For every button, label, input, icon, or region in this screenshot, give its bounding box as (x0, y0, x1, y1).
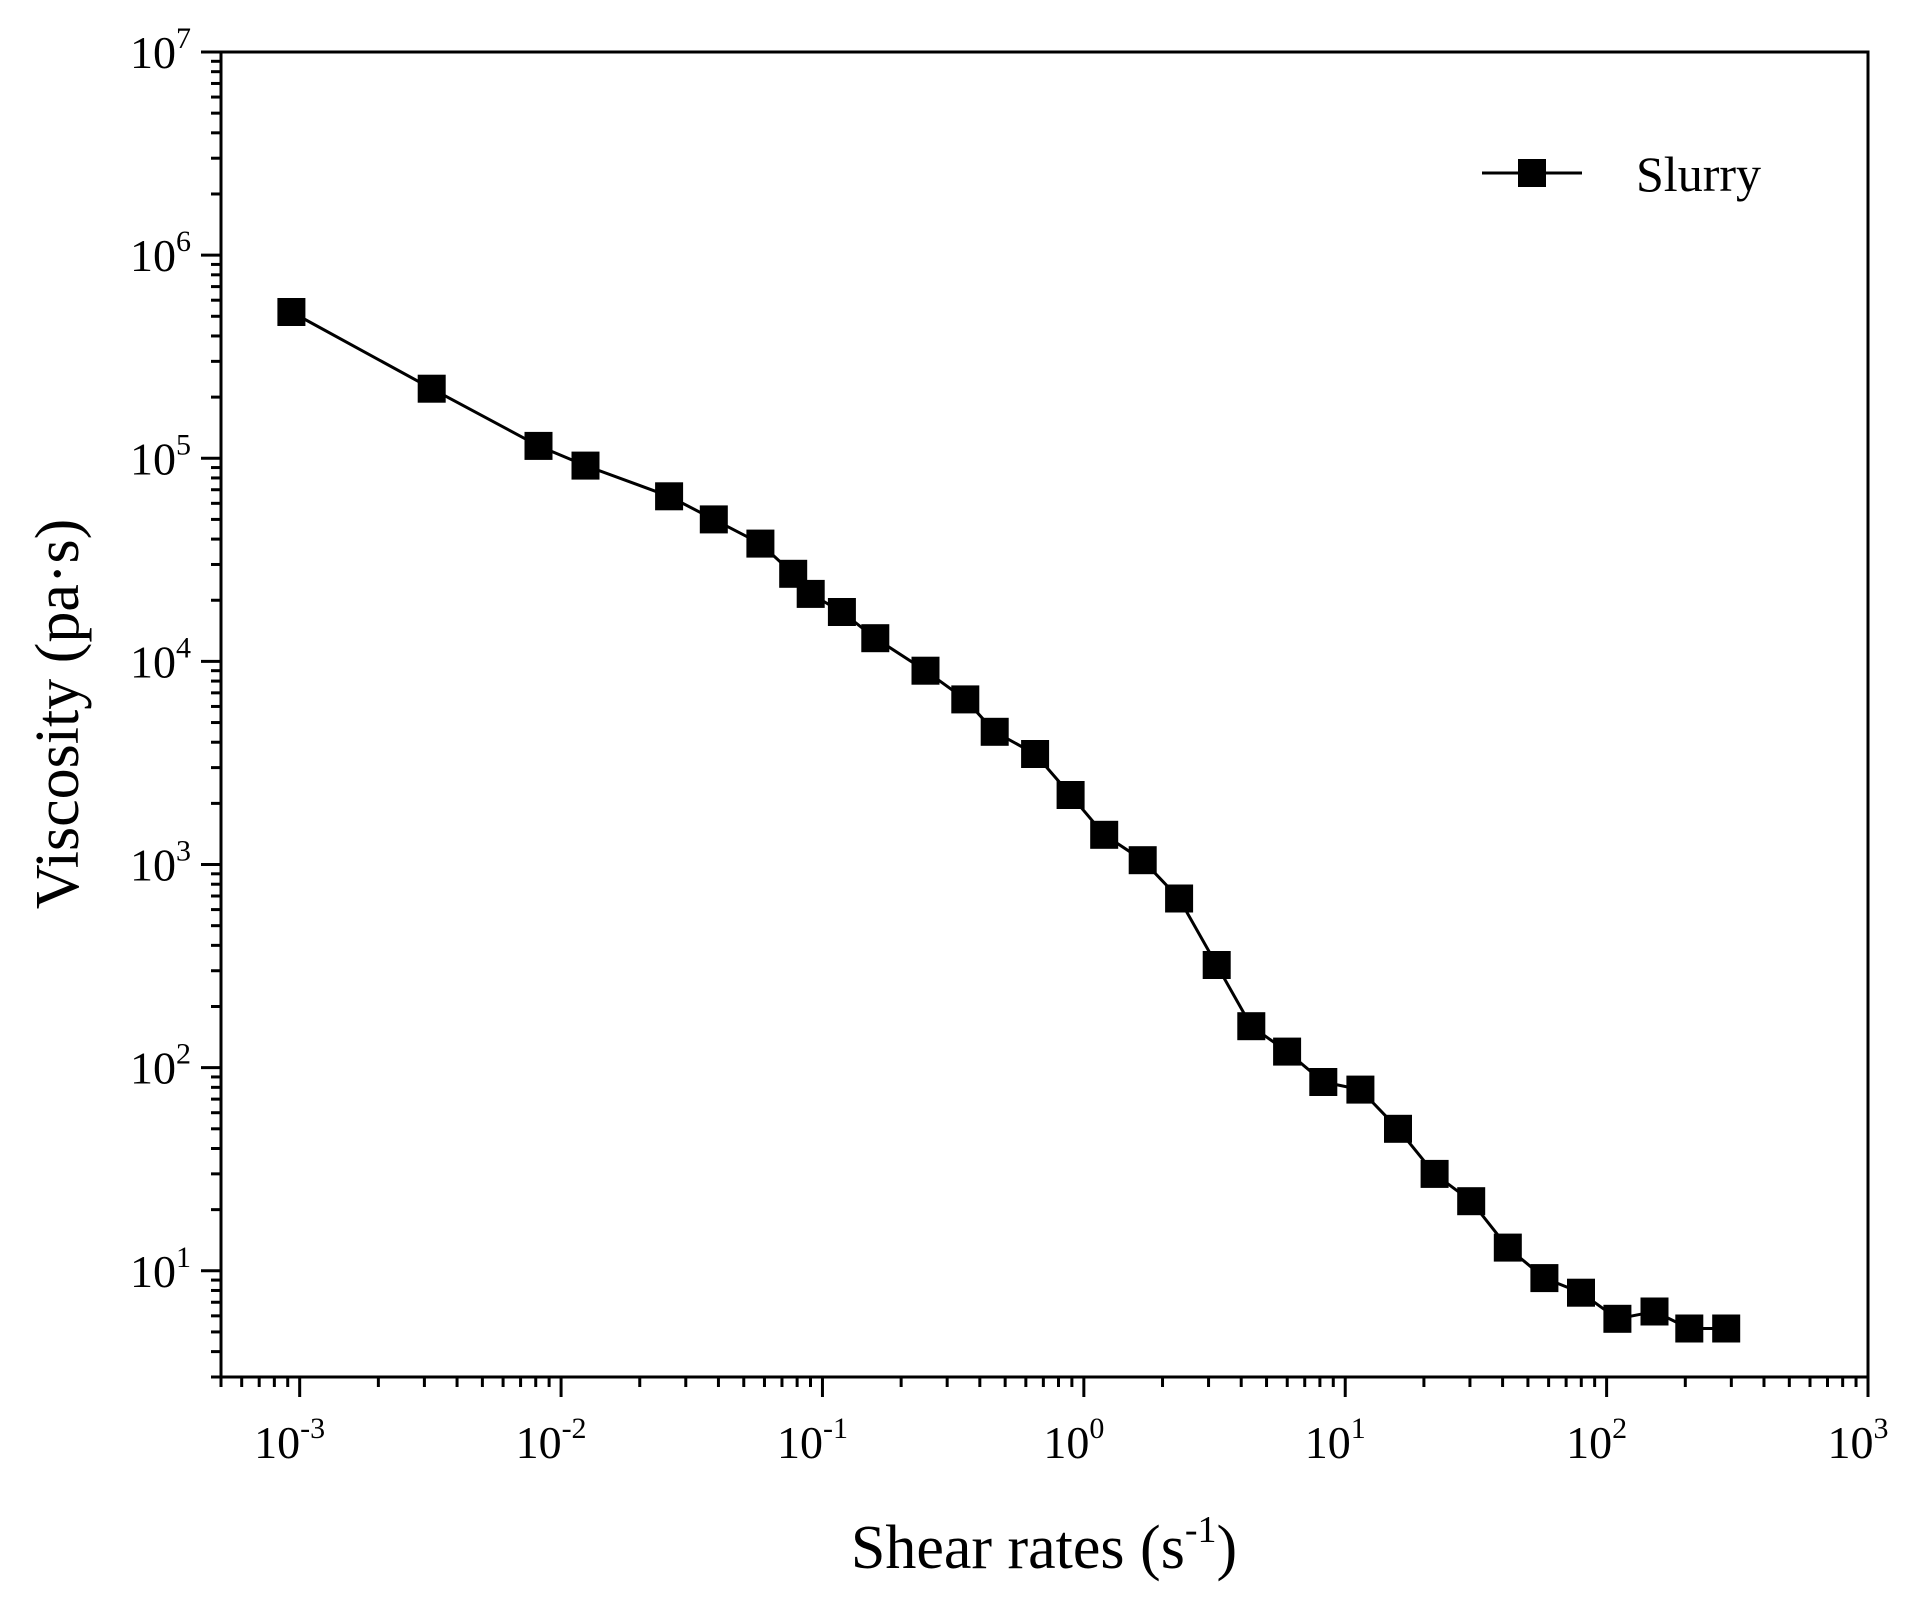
y-tick-label-exponent: 5 (176, 428, 191, 461)
data-point (911, 656, 940, 685)
data-point (1712, 1314, 1741, 1343)
y-tick-label-base: 10 (130, 1246, 176, 1297)
data-point (1420, 1159, 1449, 1188)
y-tick-label: 102 (130, 1038, 191, 1094)
y-tick-label-base: 10 (130, 636, 176, 687)
y-tick-label: 105 (130, 428, 191, 484)
data-point (1457, 1187, 1486, 1216)
y-tick-label: 107 (130, 22, 191, 78)
y-tick-label-base: 10 (130, 1043, 176, 1094)
y-tick-label-exponent: 7 (176, 22, 191, 55)
x-tick-label-base: 10 (516, 1417, 562, 1468)
x-tick-label-exponent: 0 (1089, 1412, 1104, 1445)
x-tick-label: 103 (1828, 1412, 1889, 1468)
data-point (1346, 1075, 1375, 1104)
x-tick-label-exponent: 3 (1874, 1412, 1889, 1445)
x-axis-title-exponent: -1 (1185, 1509, 1217, 1551)
plot-frame (219, 50, 1870, 1379)
data-point (1165, 884, 1194, 913)
y-tick-label-exponent: 1 (176, 1241, 191, 1274)
data-point (1493, 1233, 1522, 1262)
y-tick-label-base: 10 (130, 27, 176, 78)
minor-ticks (211, 59, 1858, 1387)
x-tick-label: 10-3 (254, 1412, 325, 1468)
x-tick-label-exponent: 2 (1612, 1412, 1627, 1445)
y-axis-title: Viscosity (pa·s) (24, 519, 92, 910)
data-point (746, 529, 775, 558)
y-tick-label: 104 (130, 631, 191, 687)
y-tick-label-base: 10 (130, 230, 176, 281)
data-point (655, 482, 684, 511)
data-point (861, 624, 890, 653)
y-tick-label-exponent: 6 (176, 225, 191, 258)
data-point (1603, 1304, 1632, 1333)
data-point (1128, 846, 1157, 875)
data-point (796, 579, 825, 608)
data-point (277, 298, 306, 326)
x-axis-title: Shear rates (s-1) (851, 1509, 1237, 1582)
x-axis-title-base: Shear rates (s (851, 1514, 1185, 1582)
y-tick-label-exponent: 4 (176, 631, 191, 664)
data-point (951, 685, 980, 714)
y-tick-label-exponent: 3 (176, 835, 191, 868)
x-tick-label-exponent: -3 (300, 1412, 325, 1445)
series-layer (277, 298, 1741, 1343)
data-point (1309, 1068, 1338, 1096)
data-point (1567, 1278, 1595, 1307)
data-point (524, 431, 553, 460)
data-point (1273, 1037, 1302, 1066)
legend: Slurry (1482, 146, 1761, 202)
data-point (1021, 740, 1050, 768)
x-tick-label-exponent: -1 (823, 1412, 848, 1445)
x-tick-label-base: 10 (1043, 1417, 1089, 1468)
y-tick-label-base: 10 (130, 840, 176, 891)
x-axis-title-close: ) (1216, 1514, 1237, 1582)
x-tick-label-base: 10 (254, 1417, 300, 1468)
x-tick-label: 102 (1566, 1412, 1627, 1468)
x-tick-label-exponent: -2 (562, 1412, 587, 1445)
data-point (827, 598, 856, 626)
legend-label-slurry: Slurry (1636, 146, 1761, 202)
series-line-slurry (290, 310, 1727, 1330)
x-tick-label-base: 10 (1305, 1417, 1351, 1468)
data-point (1202, 951, 1231, 979)
y-tick-label-exponent: 2 (176, 1038, 191, 1071)
x-tick-label-exponent: 1 (1351, 1412, 1366, 1445)
data-point (571, 451, 600, 480)
x-tick-label-base: 10 (777, 1417, 823, 1468)
x-tick-label: 10-1 (777, 1412, 848, 1468)
data-point (980, 717, 1009, 746)
data-point (1384, 1114, 1412, 1143)
legend-marker (1518, 159, 1546, 187)
data-point (417, 374, 446, 403)
x-tick-label: 10-2 (516, 1412, 587, 1468)
y-tick-label: 106 (130, 225, 191, 281)
data-point (1675, 1314, 1704, 1343)
y-tick-label: 103 (130, 835, 191, 891)
x-tick-label-base: 10 (1566, 1417, 1612, 1468)
data-point (1056, 781, 1085, 809)
y-tick-label-base: 10 (130, 433, 176, 484)
data-point (1640, 1297, 1669, 1326)
major-ticks (201, 50, 1870, 1397)
data-point (699, 505, 728, 534)
x-tick-label-base: 10 (1828, 1417, 1874, 1468)
y-tick-label: 101 (130, 1241, 191, 1297)
x-tick-label: 100 (1043, 1412, 1104, 1468)
x-tick-label: 101 (1305, 1412, 1366, 1468)
tick-labels: 10-3 10-2 10-1 100 101 102 1031011021031041051… (130, 22, 1889, 1468)
data-point (1090, 820, 1119, 849)
data-point (1237, 1012, 1266, 1041)
data-point (1530, 1264, 1559, 1293)
